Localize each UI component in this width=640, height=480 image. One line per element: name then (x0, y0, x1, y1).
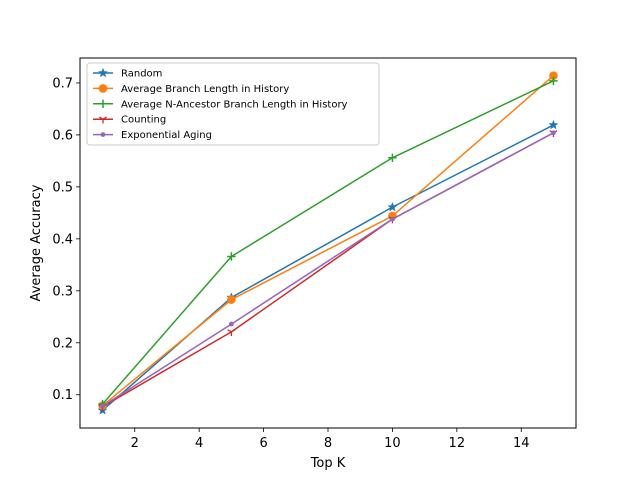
y-tick-label: 0.2 (52, 336, 73, 351)
y-tick-label: 0.3 (52, 284, 73, 299)
data-point (228, 321, 234, 327)
legend-entry-1: Average Branch Length in History (93, 84, 289, 95)
data-point (227, 329, 236, 337)
data-point (549, 71, 558, 80)
series-line (101, 131, 555, 408)
series-2 (98, 76, 558, 409)
data-point (548, 119, 559, 130)
x-axis-label: Top K (310, 456, 346, 471)
legend-label: Counting (121, 115, 166, 126)
legend-entry-0: Random (93, 67, 162, 80)
series-4 (100, 130, 556, 409)
legend-entry-3: Counting (93, 115, 166, 126)
legend-label: Average Branch Length in History (121, 84, 289, 95)
legend-marker (97, 67, 109, 78)
data-point (227, 295, 236, 304)
legend-marker (99, 116, 107, 124)
data-point (387, 201, 398, 212)
legend-marker (100, 132, 106, 138)
legend-entry-2: Average N-Ancestor Branch Length in Hist… (93, 99, 348, 110)
legend: Random Average Branch Length in History Av… (86, 62, 380, 146)
plot-area (97, 71, 559, 415)
legend-label: Exponential Aging (121, 130, 212, 141)
x-tick-label: 2 (131, 436, 139, 451)
legend-marker (98, 84, 108, 93)
series-line (101, 124, 555, 412)
data-point (100, 403, 105, 409)
legend-label: Average N-Ancestor Branch Length in Hist… (121, 99, 348, 110)
y-tick-label: 0.6 (52, 128, 73, 143)
series-line (101, 74, 555, 407)
y-tick-label: 0.1 (52, 388, 73, 403)
x-tick-label: 14 (513, 436, 530, 451)
y-tick-label: 0.5 (52, 180, 73, 195)
y-tick-label: 0.7 (52, 76, 73, 91)
data-point (551, 130, 556, 136)
axis-ticks: 2 4 6 8 10 12 14 0.1 0.2 0.3 0.4 0.5 0.6 0.7 (52, 76, 529, 451)
x-tick-label: 4 (195, 436, 203, 451)
x-tick-label: 12 (449, 436, 466, 451)
series-line (101, 79, 555, 406)
legend-entry-4: Exponential Aging (93, 130, 212, 141)
data-point (227, 252, 236, 261)
data-point (388, 153, 397, 162)
y-tick-label: 0.4 (52, 232, 73, 247)
legend-label: Random (121, 69, 162, 80)
y-axis-label: Average Accuracy (29, 184, 44, 301)
data-point (549, 76, 558, 86)
x-tick-label: 8 (324, 436, 332, 451)
legend-marker (98, 99, 108, 108)
legend-box (86, 62, 380, 146)
data-point (390, 216, 395, 222)
x-tick-label: 6 (259, 436, 267, 451)
x-tick-label: 10 (384, 436, 401, 451)
